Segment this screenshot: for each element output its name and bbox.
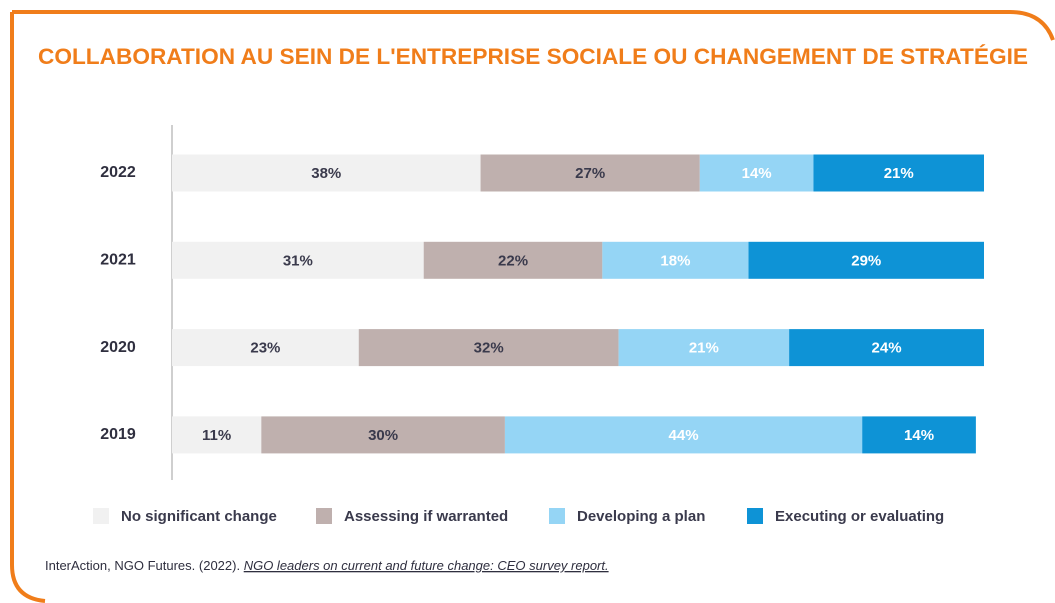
bar-segment — [602, 241, 749, 279]
bar-segment — [423, 241, 603, 279]
source: InterAction, NGO Futures. (2022). NGO le… — [45, 558, 609, 573]
bar-segment — [172, 329, 359, 367]
frame — [10, 10, 1055, 603]
bar-segment — [748, 241, 984, 279]
bar-segment — [480, 154, 700, 192]
value-label: 24% — [872, 340, 902, 357]
value-label: 32% — [474, 340, 504, 357]
bar-segment — [618, 329, 790, 367]
value-label: 44% — [669, 427, 699, 444]
bar-segment — [358, 329, 619, 367]
bar-segment — [699, 154, 814, 192]
value-label: 38% — [311, 165, 341, 182]
bar-segment — [172, 241, 424, 279]
bar-segment — [862, 416, 976, 454]
value-label: 14% — [904, 427, 934, 444]
value-label: 14% — [742, 165, 772, 182]
value-label: 27% — [575, 165, 605, 182]
y-tick-label: 2019 — [100, 426, 136, 443]
bar-segment — [813, 154, 984, 192]
value-label: 31% — [283, 252, 313, 269]
y-tick-label: 2022 — [100, 164, 136, 181]
bar-segment — [261, 416, 505, 454]
legend-label: Executing or evaluating — [775, 508, 944, 525]
bar-segment — [504, 416, 863, 454]
legend-label: No significant change — [121, 508, 277, 525]
legend-label: Assessing if warranted — [344, 508, 508, 525]
value-label: 18% — [660, 252, 690, 269]
legend-swatch — [549, 508, 565, 524]
y-tick-label: 2021 — [100, 252, 136, 269]
legend-swatch — [93, 508, 109, 524]
value-label: 30% — [368, 427, 398, 444]
legend-swatch — [316, 508, 332, 524]
source-text: InterAction, NGO Futures. (2022). — [45, 558, 244, 573]
value-label: 21% — [689, 340, 719, 357]
bar-segment — [789, 329, 984, 367]
value-label: 21% — [884, 165, 914, 182]
chart-title: COLLABORATION AU SEIN DE L'ENTREPRISE SO… — [38, 44, 1028, 69]
value-label: 11% — [202, 427, 231, 444]
y-tick-label: 2020 — [100, 339, 136, 356]
value-label: 22% — [498, 252, 528, 269]
bar-segment — [172, 416, 262, 454]
bar-segment — [172, 154, 481, 192]
legend-label: Developing a plan — [577, 508, 705, 525]
value-label: 23% — [250, 340, 280, 357]
source-link[interactable]: NGO leaders on current and future change… — [244, 558, 609, 573]
value-label: 29% — [851, 252, 881, 269]
legend-swatch — [747, 508, 763, 524]
